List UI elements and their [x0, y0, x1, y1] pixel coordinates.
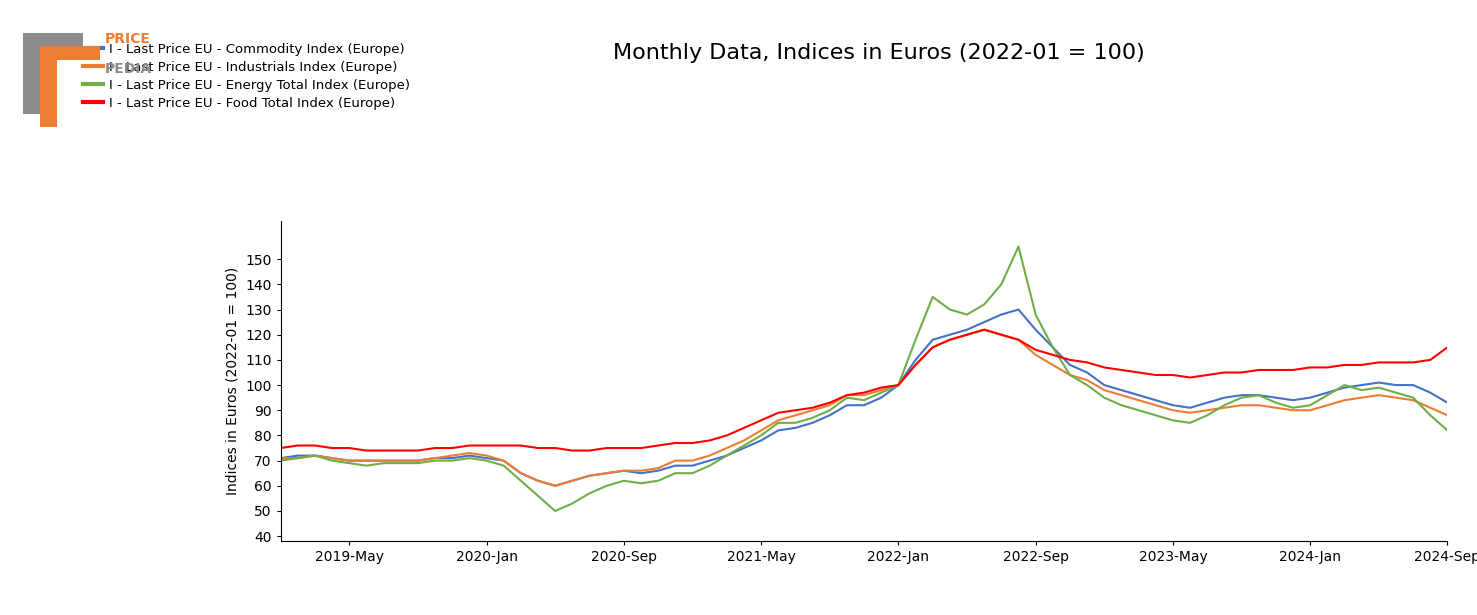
I - Last Price EU - Food Total Index (Europe): [959, 331, 976, 338]
Text: PEDIA: PEDIA: [105, 62, 152, 76]
Y-axis label: Indices in Euros (2022-01 = 100): Indices in Euros (2022-01 = 100): [226, 267, 239, 496]
I - Last Price EU - Food Total Index (Europe): [1421, 356, 1439, 363]
I - Last Price EU - Energy Total Index (Europe): [357, 462, 375, 469]
I - Last Price EU - Food Total Index (Europe): [477, 442, 495, 449]
I - Last Price EU - Commodity Index (Europe): [357, 457, 375, 464]
I - Last Price EU - Industrials Index (Europe): [1439, 411, 1456, 419]
Legend: I - Last Price EU - Commodity Index (Europe), I - Last Price EU - Industrials In: I - Last Price EU - Commodity Index (Eur…: [83, 42, 411, 110]
I - Last Price EU - Commodity Index (Europe): [272, 454, 289, 462]
I - Last Price EU - Commodity Index (Europe): [495, 457, 513, 464]
Line: I - Last Price EU - Commodity Index (Europe): I - Last Price EU - Commodity Index (Eur…: [281, 309, 1447, 486]
Line: I - Last Price EU - Industrials Index (Europe): I - Last Price EU - Industrials Index (E…: [281, 330, 1447, 486]
I - Last Price EU - Energy Total Index (Europe): [495, 462, 513, 469]
I - Last Price EU - Commodity Index (Europe): [1010, 306, 1028, 313]
I - Last Price EU - Commodity Index (Europe): [546, 482, 564, 490]
I - Last Price EU - Industrials Index (Europe): [272, 454, 289, 462]
I - Last Price EU - Energy Total Index (Europe): [546, 507, 564, 515]
I - Last Price EU - Energy Total Index (Europe): [1198, 411, 1216, 419]
I - Last Price EU - Industrials Index (Europe): [959, 331, 976, 338]
I - Last Price EU - Commodity Index (Europe): [1198, 399, 1216, 407]
Line: I - Last Price EU - Energy Total Index (Europe): I - Last Price EU - Energy Total Index (…: [281, 247, 1447, 511]
Text: PRICE: PRICE: [105, 33, 151, 46]
I - Last Price EU - Food Total Index (Europe): [375, 447, 393, 454]
I - Last Price EU - Food Total Index (Europe): [1198, 371, 1216, 379]
I - Last Price EU - Energy Total Index (Europe): [461, 454, 479, 462]
I - Last Price EU - Commodity Index (Europe): [1439, 399, 1456, 407]
I - Last Price EU - Food Total Index (Europe): [357, 447, 375, 454]
I - Last Price EU - Industrials Index (Europe): [461, 450, 479, 457]
I - Last Price EU - Industrials Index (Europe): [975, 326, 993, 333]
I - Last Price EU - Food Total Index (Europe): [1439, 344, 1456, 351]
I - Last Price EU - Industrials Index (Europe): [1421, 404, 1439, 411]
I - Last Price EU - Food Total Index (Europe): [513, 442, 530, 449]
I - Last Price EU - Commodity Index (Europe): [461, 452, 479, 459]
I - Last Price EU - Industrials Index (Europe): [495, 457, 513, 464]
I - Last Price EU - Industrials Index (Europe): [1198, 407, 1216, 414]
Polygon shape: [40, 46, 99, 127]
Polygon shape: [24, 33, 83, 114]
I - Last Price EU - Food Total Index (Europe): [975, 326, 993, 333]
I - Last Price EU - Energy Total Index (Europe): [1010, 243, 1028, 250]
I - Last Price EU - Industrials Index (Europe): [357, 457, 375, 464]
I - Last Price EU - Commodity Index (Europe): [1421, 389, 1439, 396]
I - Last Price EU - Food Total Index (Europe): [272, 445, 289, 452]
I - Last Price EU - Energy Total Index (Europe): [1439, 427, 1456, 434]
I - Last Price EU - Energy Total Index (Europe): [959, 311, 976, 318]
I - Last Price EU - Energy Total Index (Europe): [1421, 411, 1439, 419]
I - Last Price EU - Industrials Index (Europe): [546, 482, 564, 490]
Line: I - Last Price EU - Food Total Index (Europe): I - Last Price EU - Food Total Index (Eu…: [281, 330, 1447, 451]
I - Last Price EU - Commodity Index (Europe): [959, 326, 976, 333]
I - Last Price EU - Energy Total Index (Europe): [272, 457, 289, 464]
Text: Monthly Data, Indices in Euros (2022-01 = 100): Monthly Data, Indices in Euros (2022-01 …: [613, 43, 1145, 63]
